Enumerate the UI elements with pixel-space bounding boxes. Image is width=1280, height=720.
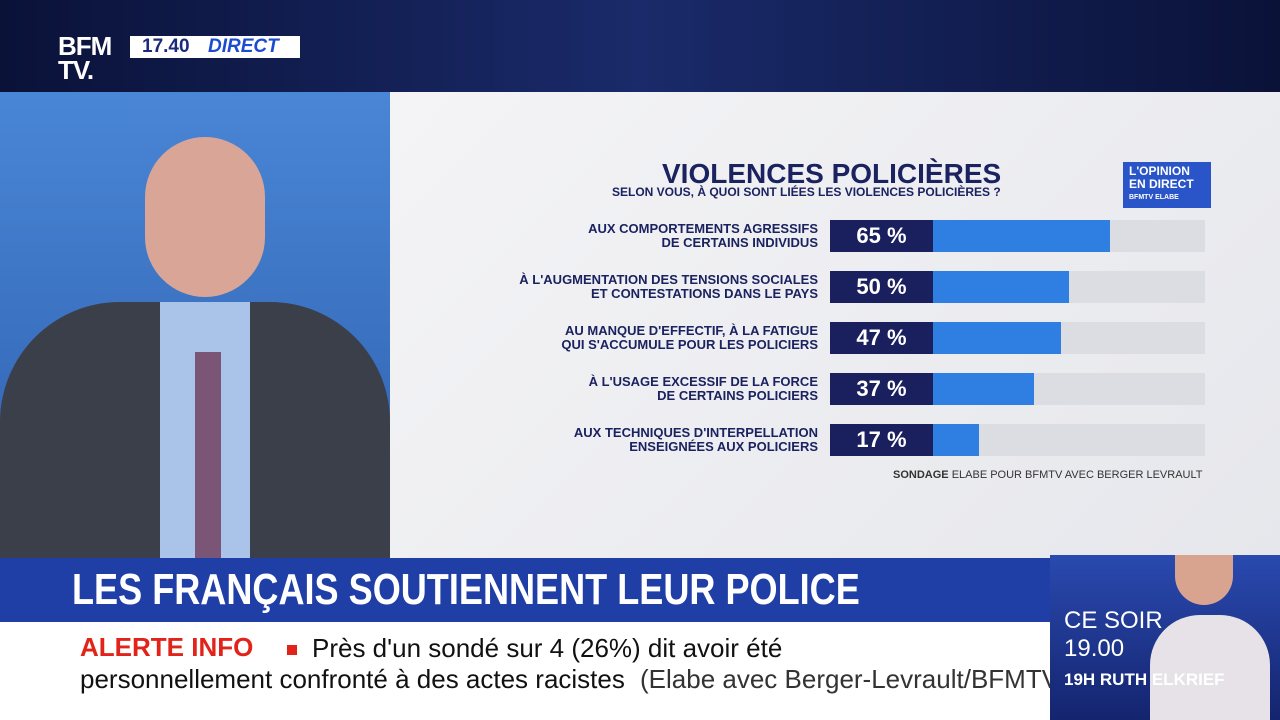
logo: BFM TV.	[58, 31, 112, 85]
ticker-credit: (Elabe avec Berger-Levrault/BFMTV)	[640, 664, 1068, 694]
value-label: 17 %	[830, 424, 933, 456]
logo-line: TV.	[58, 55, 94, 85]
host-face	[1175, 555, 1233, 605]
bar	[933, 220, 1110, 252]
chart-source: SONDAGE ELABE POUR BFMTV AVEC BERGER LEV…	[893, 469, 1203, 481]
bar	[933, 322, 1061, 354]
bar	[933, 271, 1069, 303]
ticker-line: Près d'un sondé sur 4 (26%) dit avoir ét…	[312, 633, 783, 663]
ticker-dot	[287, 645, 297, 655]
clock-box	[130, 36, 300, 58]
ticker-line: personnellement confronté à des actes ra…	[80, 664, 625, 694]
badge: L'OPINION EN DIRECT BFMTV ELABE	[1123, 162, 1211, 208]
chart-subtitle: SELON VOUS, À QUOI SONT LIÉES LES VIOLEN…	[612, 185, 1001, 199]
ticker-tag: ALERTE INFO	[80, 632, 254, 662]
chart-title: VIOLENCES POLICIÈRES	[662, 158, 1002, 189]
promo-label: CE SOIR	[1064, 607, 1163, 634]
source-label: SONDAGE	[893, 469, 949, 481]
badge-line: L'OPINION	[1129, 164, 1190, 178]
headline: LES FRANÇAIS SOUTIENNENT LEUR POLICE	[72, 565, 860, 614]
category-label: AUX COMPORTEMENTS AGRESSIFS DE CERTAINS …	[588, 221, 818, 250]
headline-band	[0, 558, 1050, 622]
value-label: 65 %	[830, 220, 933, 252]
category-label: À L'USAGE EXCESSIF DE LA FORCE DE CERTAI…	[588, 374, 818, 403]
host-body	[1150, 615, 1270, 720]
logo-line: BFM	[58, 31, 112, 61]
promo-show: 19H RUTH ELKRIEF	[1064, 670, 1225, 689]
category-label: AU MANQUE D'EFFECTIF, À LA FATIGUE QUI S…	[561, 323, 818, 352]
value-label: 37 %	[830, 373, 933, 405]
badge-partners: BFMTV ELABE	[1129, 191, 1205, 204]
tie	[195, 352, 221, 558]
clock-status: DIRECT	[208, 36, 279, 57]
promo-box	[1050, 555, 1280, 720]
ticker-band	[0, 622, 1050, 720]
clock-time: 17.40	[142, 36, 190, 57]
studio-video	[0, 92, 390, 558]
badge-partner: BFMTV	[1129, 194, 1154, 201]
value-label: 50 %	[830, 271, 933, 303]
category-label: À L'AUGMENTATION DES TENSIONS SOCIALES E…	[519, 272, 818, 301]
badge-line: EN DIRECT	[1129, 177, 1194, 191]
badge-partner: ELABE	[1155, 194, 1179, 201]
face	[145, 137, 265, 297]
source-text: ELABE POUR BFMTV AVEC BERGER LEVRAULT	[951, 469, 1203, 481]
value-label: 47 %	[830, 322, 933, 354]
bar	[933, 424, 980, 456]
promo-time: 19.00	[1064, 635, 1125, 662]
category-label: AUX TECHNIQUES D'INTERPELLATION ENSEIGNÉ…	[573, 425, 818, 454]
bar	[933, 373, 1034, 405]
